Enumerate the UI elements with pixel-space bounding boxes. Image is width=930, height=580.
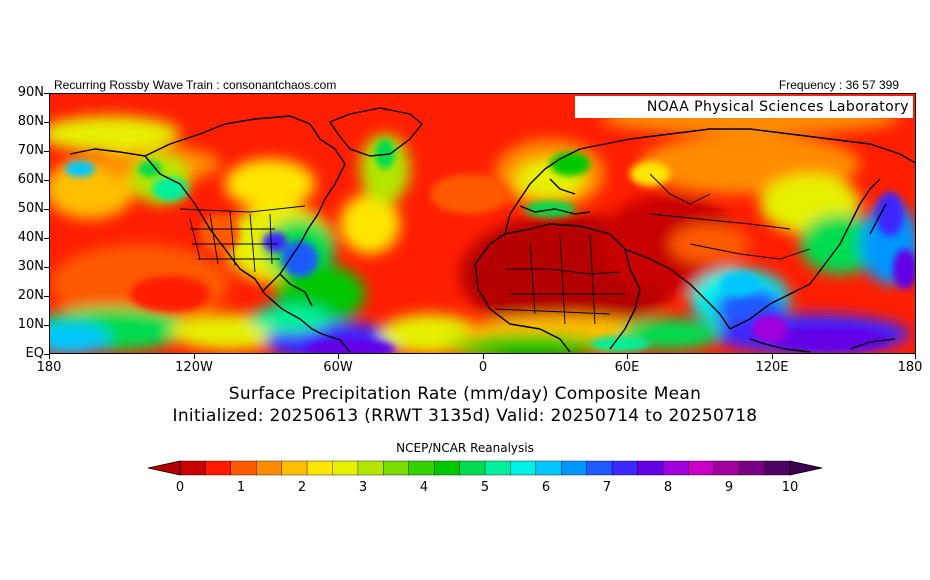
lat-tick — [44, 180, 49, 181]
noaa-watermark: NOAA Physical Sciences Laboratory — [575, 96, 913, 118]
colorbar-cell — [586, 460, 613, 476]
colorbar-cell — [484, 460, 511, 476]
lon-tick — [49, 354, 50, 359]
colorbar-label: 2 — [297, 480, 307, 495]
lat-tick — [44, 151, 49, 152]
colorbar-cell — [561, 460, 588, 476]
colorbar-cell — [357, 460, 384, 476]
lat-tick — [44, 209, 49, 210]
lon-tick — [772, 354, 773, 359]
colorbar-cell — [306, 460, 334, 476]
lon-tick — [194, 354, 195, 359]
lon-label: 60W — [323, 360, 353, 375]
colorbar-cell — [433, 460, 461, 476]
header-attribution: Recurring Rossby Wave Train : consonantc… — [54, 78, 337, 92]
political-boundaries — [179, 173, 811, 325]
colorbar-label: 5 — [480, 480, 490, 495]
lat-label: 70N — [17, 143, 44, 158]
colorbar-label: 0 — [175, 480, 185, 495]
lat-tick — [44, 296, 49, 297]
lat-label: 30N — [17, 259, 44, 274]
lat-label: 80N — [17, 114, 44, 129]
colorbar-label: 1 — [236, 480, 246, 495]
colorbar-cell — [738, 460, 766, 476]
colorbar-label: 7 — [602, 480, 612, 495]
lon-label: 120E — [755, 360, 789, 375]
colorbar-cell — [179, 460, 206, 476]
precip-field-detail — [65, 139, 915, 353]
lat-tick — [44, 267, 49, 268]
colorbar-cell — [459, 460, 486, 476]
colorbar-label: 3 — [358, 480, 368, 495]
colorbar-label: 4 — [419, 480, 429, 495]
colorbar-cell — [637, 460, 664, 476]
precipitation-map: NOAA Physical Sciences Laboratory — [49, 93, 916, 354]
lat-label: 10N — [17, 317, 44, 332]
lat-tick — [44, 122, 49, 123]
colorbar-cell — [688, 460, 715, 476]
colorbar-under-arrow — [148, 460, 181, 476]
colorbar-cell — [713, 460, 740, 476]
colorbar-label: 10 — [781, 480, 799, 495]
colorbar-cell — [764, 460, 791, 476]
colorbar-cell — [281, 460, 308, 476]
colorbar-cell — [205, 460, 232, 476]
map-canvas — [50, 94, 915, 353]
lat-tick — [44, 325, 49, 326]
lat-label: 90N — [17, 85, 44, 100]
colorbar — [148, 460, 823, 476]
lon-tick — [483, 354, 484, 359]
data-source-label: NCEP/NCAR Reanalysis — [396, 441, 534, 455]
colorbar-cell — [383, 460, 410, 476]
lon-tick — [338, 354, 339, 359]
lon-label: 60E — [614, 360, 640, 375]
lat-tick — [44, 93, 49, 94]
lat-label: 20N — [17, 288, 44, 303]
lat-label: 60N — [17, 172, 44, 187]
colorbar-label: 9 — [724, 480, 734, 495]
colorbar-cell — [256, 460, 283, 476]
colorbar-label: 6 — [541, 480, 551, 495]
map-title: Surface Precipitation Rate (mm/day) Comp… — [228, 384, 702, 404]
colorbar-cell — [662, 460, 689, 476]
colorbar-cell — [408, 460, 435, 476]
lon-tick — [627, 354, 628, 359]
header-frequency: Frequency : 36 57 399 — [778, 78, 899, 92]
lon-tick — [915, 354, 916, 359]
colorbar-cell — [510, 460, 537, 476]
lon-label: 120W — [175, 360, 213, 375]
lon-label: 0 — [478, 360, 488, 375]
lat-label: 40N — [17, 230, 44, 245]
lat-tick — [44, 238, 49, 239]
colorbar-over-arrow — [789, 460, 823, 476]
colorbar-cell — [611, 460, 638, 476]
lat-tick — [44, 354, 49, 355]
colorbar-label: 8 — [663, 480, 673, 495]
colorbar-cell — [230, 460, 257, 476]
lon-label: 180 — [36, 360, 62, 375]
lat-label: 50N — [17, 201, 44, 216]
colorbar-cell — [535, 460, 562, 476]
map-subtitle: Initialized: 20250613 (RRWT 3135d) Valid… — [172, 406, 758, 426]
lon-label: 180 — [897, 360, 923, 375]
colorbar-cell — [332, 460, 359, 476]
lat-label: EQ — [25, 346, 44, 361]
